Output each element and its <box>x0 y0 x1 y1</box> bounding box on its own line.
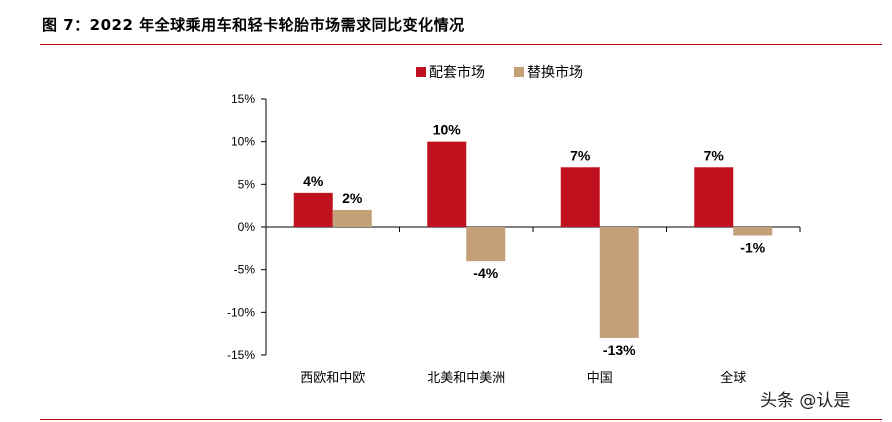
data-label: 10% <box>433 122 462 138</box>
legend-swatch <box>514 67 524 77</box>
data-label: 4% <box>303 173 324 189</box>
data-label: -13% <box>603 342 636 358</box>
bar-oem <box>694 167 734 227</box>
watermark: 头条 @认是 <box>760 391 851 411</box>
data-label: -1% <box>740 240 765 256</box>
bar-replacement <box>599 227 639 338</box>
y-axis: 15% 10% 5% 0% -5% -10% -15% <box>227 92 267 362</box>
data-label: -4% <box>473 265 498 281</box>
legend-label: 配套市场 <box>429 64 485 81</box>
footer-rule <box>40 419 882 420</box>
bar-oem <box>293 192 333 227</box>
y-tick-label: -15% <box>227 348 255 362</box>
data-labels: 4% 2% 10% -4% 7% -13% 7% -1% <box>303 122 766 358</box>
bar-oem <box>560 167 600 227</box>
bar-replacement <box>466 227 506 262</box>
bar-replacement <box>332 209 372 227</box>
bars <box>293 141 773 338</box>
legend-swatch <box>416 67 426 77</box>
y-tick-label: 10% <box>231 135 255 149</box>
title-rule <box>40 44 882 45</box>
figure-title: 图 7：2022 年全球乘用车和轻卡轮胎市场需求同比变化情况 <box>42 16 465 34</box>
y-tick-label: 5% <box>238 177 256 191</box>
category-label: 西欧和中欧 <box>300 371 365 386</box>
data-label: 7% <box>570 147 591 163</box>
category-label: 全球 <box>720 370 746 386</box>
bar-replacement <box>733 227 773 236</box>
y-tick-label: 0% <box>238 220 256 234</box>
data-label: 7% <box>704 147 725 163</box>
legend: 配套市场 替换市场 <box>416 64 583 81</box>
legend-label: 替换市场 <box>527 64 583 81</box>
y-tick-label: 15% <box>231 92 255 106</box>
bar-oem <box>427 141 467 227</box>
y-tick-label: -5% <box>234 263 256 277</box>
data-label: 2% <box>342 190 363 206</box>
x-axis: 西欧和中欧 北美和中美洲 中国 全球 <box>266 226 801 386</box>
category-label: 北美和中美洲 <box>427 371 505 386</box>
y-tick-label: -10% <box>227 305 255 319</box>
category-label: 中国 <box>587 371 613 386</box>
